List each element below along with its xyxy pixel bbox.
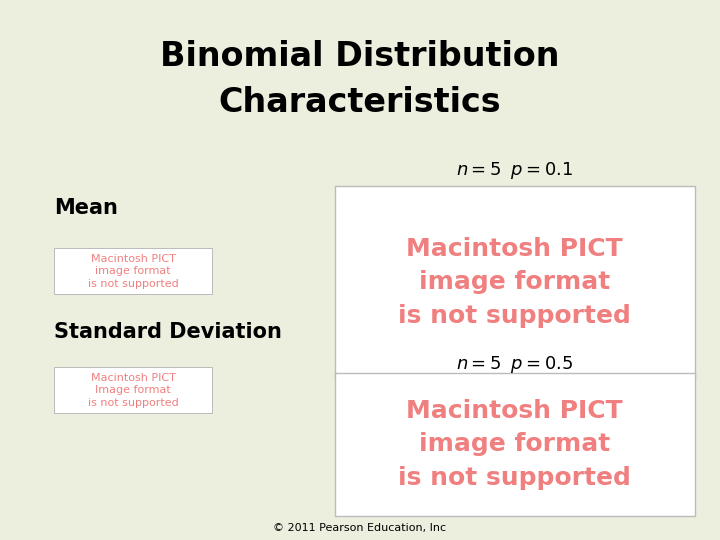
Text: $n = 5\;\; p = 0.5$: $n = 5\;\; p = 0.5$	[456, 354, 573, 375]
FancyBboxPatch shape	[335, 186, 695, 378]
Text: Macintosh PICT
image format
is not supported: Macintosh PICT image format is not suppo…	[88, 254, 179, 289]
Text: Characteristics: Characteristics	[219, 86, 501, 119]
Text: Standard Deviation: Standard Deviation	[54, 322, 282, 342]
Text: Mean: Mean	[54, 198, 118, 218]
Text: Macintosh PICT
image format
is not supported: Macintosh PICT image format is not suppo…	[398, 237, 631, 328]
FancyBboxPatch shape	[54, 248, 212, 294]
Text: Macintosh PICT
Image format
is not supported: Macintosh PICT Image format is not suppo…	[88, 373, 179, 408]
Text: Binomial Distribution: Binomial Distribution	[161, 40, 559, 73]
FancyBboxPatch shape	[335, 373, 695, 516]
FancyBboxPatch shape	[54, 367, 212, 413]
Text: $n = 5\;\; p = 0.1$: $n = 5\;\; p = 0.1$	[456, 160, 573, 180]
Text: Macintosh PICT
image format
is not supported: Macintosh PICT image format is not suppo…	[398, 399, 631, 490]
Text: © 2011 Pearson Education, Inc: © 2011 Pearson Education, Inc	[274, 523, 446, 533]
